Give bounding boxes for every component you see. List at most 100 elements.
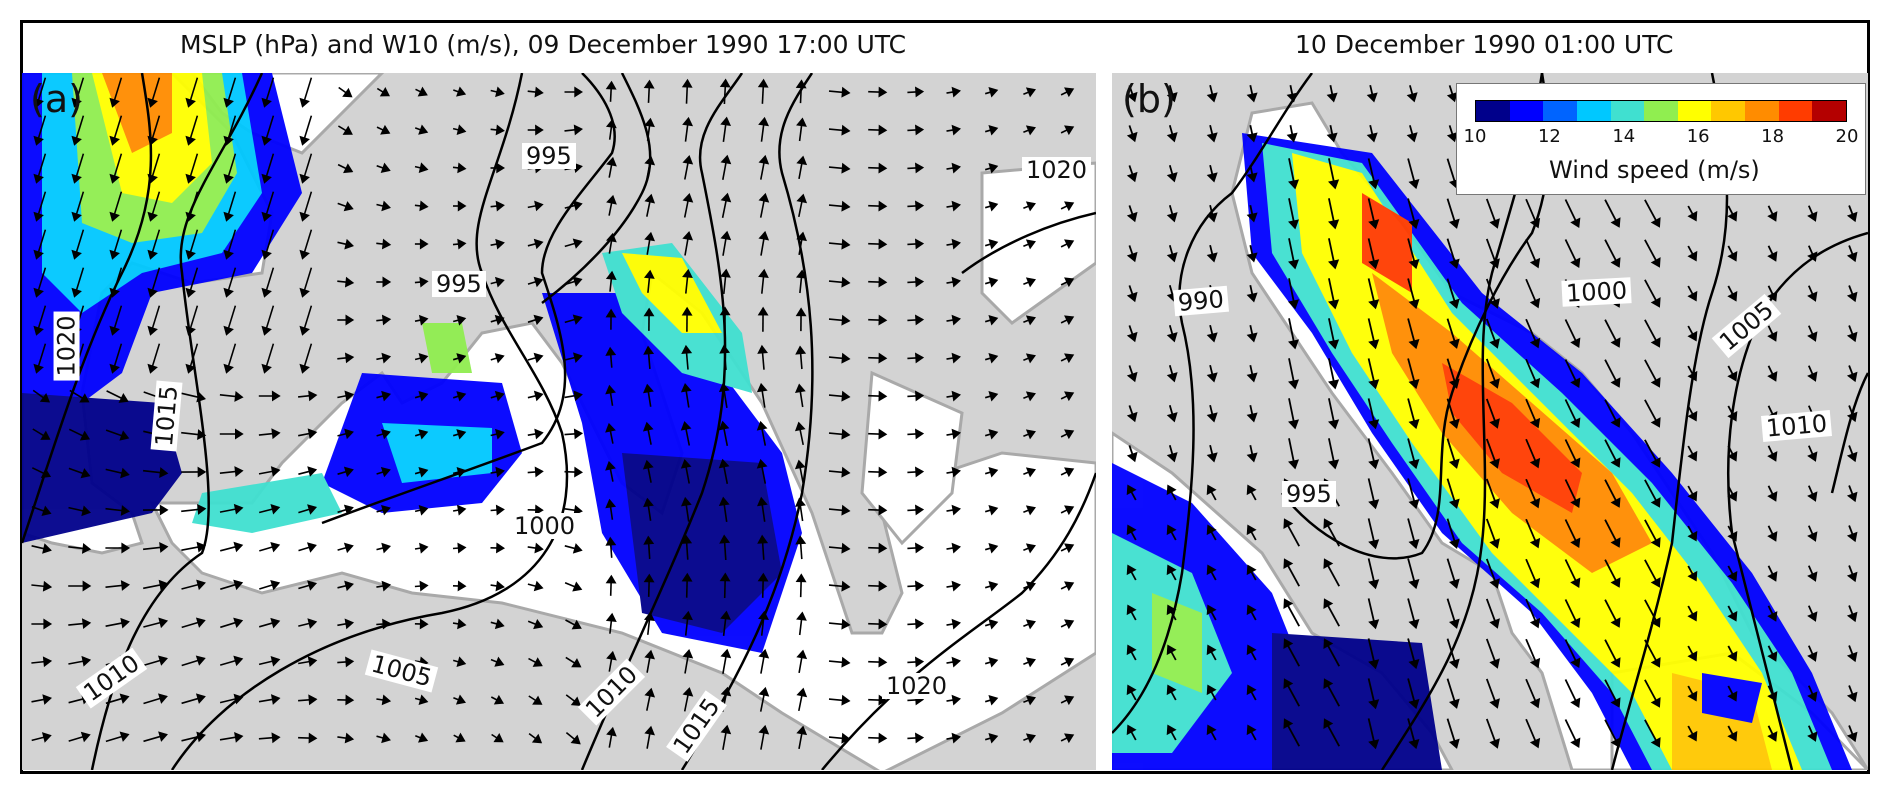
wind-arrow-head — [223, 287, 234, 298]
wind-arrow-head — [951, 656, 961, 668]
wind-arrow-head — [756, 458, 768, 469]
wind-arrow-head — [1807, 211, 1818, 222]
wind-arrow-head — [643, 269, 655, 279]
wind-arrow-head — [1610, 217, 1621, 228]
wind-arrow-head — [109, 287, 120, 298]
wind-arrow-head — [1687, 530, 1698, 542]
wind-arrow-head — [109, 325, 120, 336]
wind-arrow-head — [1650, 217, 1661, 228]
wind-arrow-head — [1846, 291, 1858, 303]
wind-arrow-head — [1206, 332, 1218, 343]
wind-arrow-head — [1064, 201, 1075, 212]
wind-arrow-head — [270, 466, 281, 477]
wind-arrow-head — [719, 78, 731, 88]
wind-arrow-head — [299, 211, 310, 222]
wind-arrow-head — [795, 269, 807, 279]
wind-arrow-head — [1767, 611, 1778, 622]
wind-arrow-head — [270, 655, 281, 667]
wind-arrow-head — [1687, 490, 1698, 502]
wind-arrow-head — [1206, 92, 1218, 103]
wind-arrow-head — [1610, 697, 1621, 708]
wind-arrow-head — [195, 693, 206, 704]
wind-arrow-head — [796, 155, 808, 166]
wind-arrow-head — [988, 429, 999, 440]
wind-arrow-head — [1448, 258, 1460, 269]
wind-arrow-head — [796, 649, 808, 660]
wind-arrow-head — [270, 503, 281, 515]
wind-arrow-head — [878, 86, 888, 98]
wind-arrow-head — [495, 238, 505, 250]
wind-arrow-head — [270, 579, 281, 591]
wind-arrow-head — [1326, 132, 1338, 143]
wind-arrow-head — [719, 534, 731, 544]
wind-arrow-head — [1246, 564, 1257, 576]
wind-arrow-head — [796, 231, 807, 242]
wind-arrow-head — [1368, 339, 1380, 350]
wind-arrow-head — [533, 580, 544, 592]
wind-arrow-head — [223, 135, 234, 146]
wind-arrow-head — [572, 200, 583, 211]
wind-arrow-head — [109, 249, 120, 260]
wind-arrow-head — [1206, 484, 1217, 496]
wind-arrow-head — [572, 276, 583, 287]
wind-arrow-head — [1570, 577, 1581, 589]
wind-arrow-head — [1126, 684, 1137, 696]
wind-arrow-head — [988, 657, 999, 668]
isobar-label: 995 — [522, 143, 576, 169]
wind-arrow-head — [1166, 412, 1178, 423]
wind-arrow-head — [120, 505, 131, 516]
wind-arrow-head — [382, 276, 392, 288]
wind-arrow-head — [147, 97, 158, 108]
wind-arrow-head — [1807, 251, 1818, 262]
wind-arrow-head — [534, 428, 544, 440]
wind-arrow-head — [1064, 543, 1075, 554]
wind-arrow-head — [1126, 291, 1138, 303]
wind-arrow-head — [196, 579, 206, 591]
wind-arrow-head — [1727, 211, 1738, 222]
wind-arrow-head — [1687, 690, 1698, 702]
wind-arrow-head — [644, 231, 655, 242]
wind-arrow-head — [1166, 252, 1178, 263]
wind-arrow-head — [234, 466, 244, 478]
wind-arrow-head — [988, 87, 999, 98]
wind-arrow-head — [343, 504, 354, 516]
wind-arrow-head — [1246, 372, 1258, 383]
wind-arrow-head — [33, 173, 44, 184]
wind-arrow-head — [1064, 391, 1075, 402]
wind-arrow-head — [643, 307, 655, 317]
wind-arrow-head — [1807, 331, 1818, 342]
wind-arrow-head — [381, 200, 391, 212]
wind-arrow-head — [343, 542, 354, 554]
wind-arrow-head — [307, 580, 318, 591]
wind-arrow-head — [380, 124, 391, 135]
wind-arrow-head — [951, 580, 961, 592]
wind-arrow-head — [1025, 619, 1036, 630]
wind-arrow-head — [605, 118, 617, 129]
wind-arrow-head — [381, 732, 391, 744]
wind-arrow-head — [495, 200, 505, 212]
wind-arrow-head — [71, 211, 82, 222]
wind-arrow-head — [1025, 733, 1036, 744]
wind-arrow-head — [1126, 644, 1137, 656]
wind-arrow-head — [381, 504, 391, 516]
wind-arrow-head — [158, 655, 168, 666]
wind-arrow-head — [1529, 257, 1541, 269]
wind-arrow-head — [795, 307, 807, 317]
wind-arrow-head — [841, 238, 851, 250]
wind-arrow-head — [307, 542, 317, 553]
wind-arrow-head — [196, 731, 206, 743]
wind-arrow-head — [605, 460, 616, 471]
wind-arrow-head — [951, 542, 961, 554]
colorbar-tick-label: 20 — [1835, 126, 1859, 147]
panel-b-wind-shading — [1112, 133, 1852, 770]
wind-arrow-head — [343, 201, 354, 212]
wind-arrow-head — [1064, 125, 1075, 136]
wind-arrow-head — [196, 391, 206, 403]
wind-arrow-head — [570, 696, 582, 706]
wind-arrow-head — [1650, 257, 1661, 268]
wind-arrow-head — [418, 314, 429, 326]
wind-arrow-head — [1368, 459, 1380, 470]
wind-arrow-head — [757, 344, 769, 354]
wind-arrow-head — [344, 276, 355, 288]
wind-arrow-head — [878, 238, 888, 250]
